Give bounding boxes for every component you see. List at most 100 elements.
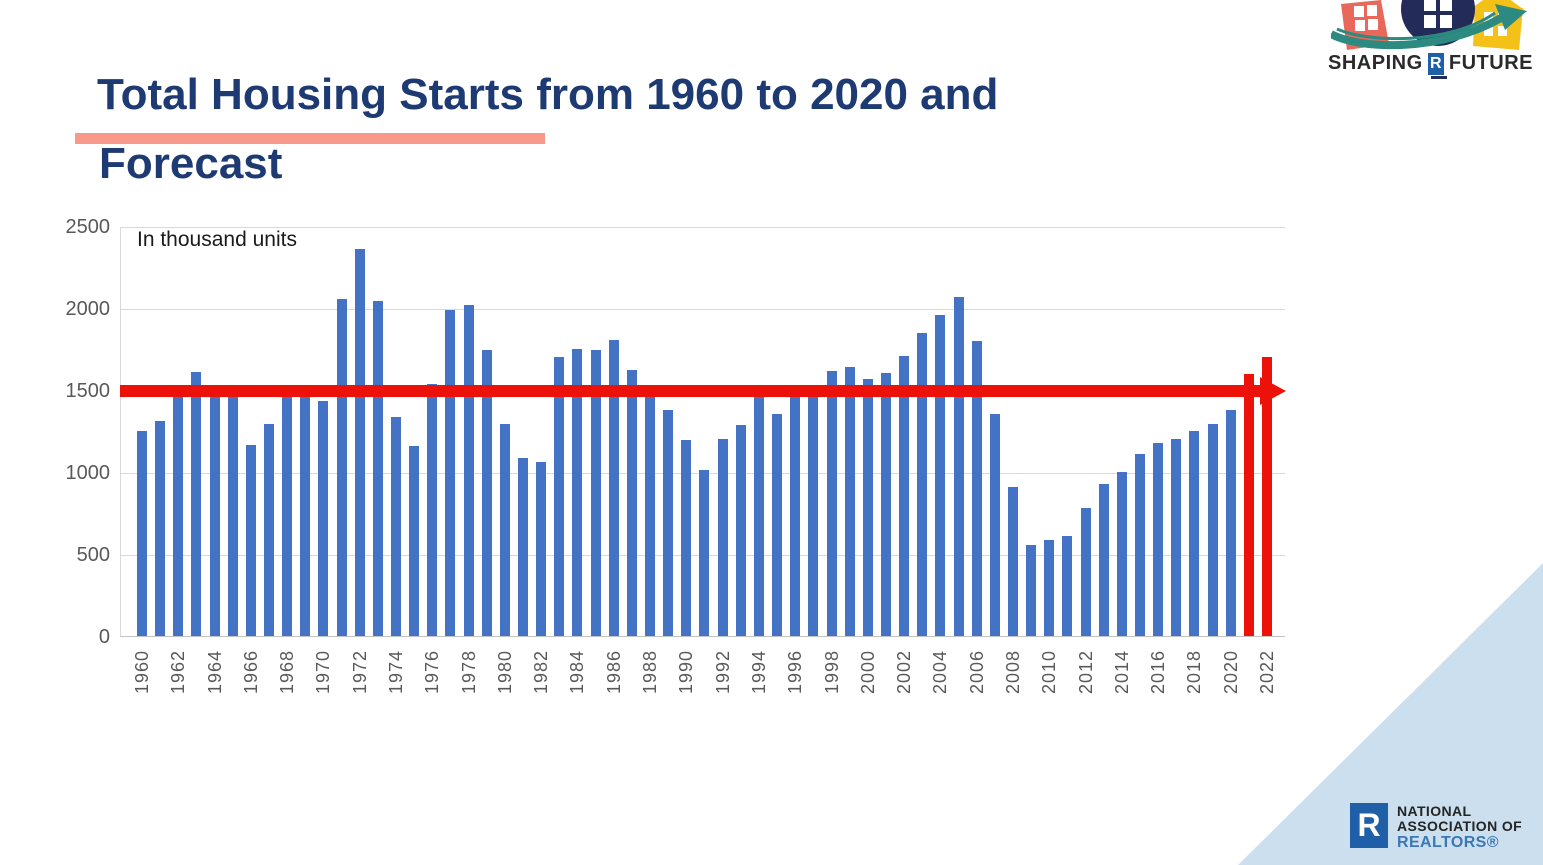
x-tick-label-1986: 1986 xyxy=(603,649,624,695)
bar-2017 xyxy=(1171,438,1182,636)
y-tick-label-1500: 1500 xyxy=(65,380,111,402)
bar-2005 xyxy=(953,296,964,636)
shaping-future-logo: SHAPING R FUTURE xyxy=(1328,0,1533,79)
bar-1968 xyxy=(282,394,293,636)
x-tick-label-1998: 1998 xyxy=(821,649,842,695)
bar-1974 xyxy=(391,416,402,636)
x-tick-label-1960: 1960 xyxy=(132,649,152,695)
bar-1984 xyxy=(572,349,583,636)
x-tick-label-2002: 2002 xyxy=(894,649,915,695)
bar-2000 xyxy=(862,378,873,636)
bar-2022 xyxy=(1261,357,1272,636)
y-tick-label-0: 0 xyxy=(98,626,110,648)
x-axis-baseline xyxy=(120,636,1285,637)
realtor-r-icon: R xyxy=(1427,52,1447,79)
x-tick-label-1976: 1976 xyxy=(422,649,443,695)
x-tick-label-2014: 2014 xyxy=(1111,649,1132,695)
bar-1987 xyxy=(626,370,637,636)
bar-1964 xyxy=(209,385,220,636)
bar-1969 xyxy=(300,395,311,636)
gridline-2000 xyxy=(120,309,1285,310)
bar-2002 xyxy=(899,356,910,636)
bar-2019 xyxy=(1207,424,1218,636)
bar-1981 xyxy=(518,458,529,636)
bar-2018 xyxy=(1189,431,1200,636)
bar-1967 xyxy=(264,424,274,636)
bar-2020 xyxy=(1225,409,1236,636)
bar-1993 xyxy=(735,424,746,636)
bar-1999 xyxy=(844,366,855,636)
shaping-future-logo-art xyxy=(1330,0,1527,50)
shaping-future-logo-text: SHAPING R FUTURE xyxy=(1328,52,1533,79)
x-tick-label-1990: 1990 xyxy=(676,649,697,695)
y-tick-label-2500: 2500 xyxy=(65,216,111,238)
bar-1994 xyxy=(753,397,764,636)
reference-line-arrowhead xyxy=(1260,377,1286,405)
x-tick-label-1968: 1968 xyxy=(277,649,298,695)
y-tick-label-1000: 1000 xyxy=(65,462,111,484)
nar-line-2: ASSOCIATION OF xyxy=(1397,818,1523,834)
nar-line-1: NATIONAL xyxy=(1397,803,1472,819)
bar-2007 xyxy=(989,413,1000,636)
bar-1982 xyxy=(536,461,547,636)
bar-1961 xyxy=(155,420,166,636)
x-tick-label-2010: 2010 xyxy=(1039,649,1060,695)
bar-1995 xyxy=(772,413,783,636)
nar-r-letter: R xyxy=(1357,807,1381,843)
bar-2015 xyxy=(1134,453,1145,636)
x-tick-label-1982: 1982 xyxy=(531,649,552,695)
bar-1965 xyxy=(227,394,238,636)
bar-1986 xyxy=(608,339,619,636)
x-tick-label-1992: 1992 xyxy=(712,649,733,695)
page-title: Total Housing Starts from 1960 to 2020 a… xyxy=(97,70,999,119)
title-underline-bar xyxy=(75,133,545,144)
page-title-line2: Forecast xyxy=(99,139,283,188)
bar-2013 xyxy=(1098,484,1109,636)
x-tick-label-2000: 2000 xyxy=(857,649,878,695)
y-tick-label-500: 500 xyxy=(76,544,110,566)
x-tick-label-2016: 2016 xyxy=(1148,649,1169,695)
bar-1977 xyxy=(445,310,456,636)
bar-1992 xyxy=(717,439,728,636)
bar-1991 xyxy=(699,469,710,636)
x-tick-label-2022: 2022 xyxy=(1256,649,1277,695)
bar-1988 xyxy=(645,391,656,636)
nar-logo: R NATIONAL ASSOCIATION OF REALTORS® xyxy=(1350,803,1522,851)
x-tick-label-1996: 1996 xyxy=(785,649,806,695)
bar-1989 xyxy=(663,410,674,636)
bar-2009 xyxy=(1026,545,1037,636)
bar-1962 xyxy=(173,396,184,636)
x-tick-label-1964: 1964 xyxy=(204,649,225,695)
nar-r-icon: R xyxy=(1350,803,1388,848)
x-tick-label-2006: 2006 xyxy=(966,649,987,695)
x-tick-label-1962: 1962 xyxy=(168,649,189,695)
shaping-word: SHAPING xyxy=(1328,52,1423,74)
x-tick-label-1988: 1988 xyxy=(640,649,661,695)
r-box-tagline-bar xyxy=(1430,75,1447,79)
bar-1970 xyxy=(318,400,329,636)
x-tick-label-1984: 1984 xyxy=(567,649,588,695)
bar-1979 xyxy=(481,349,492,636)
nar-logo-text: NATIONAL ASSOCIATION OF REALTORS® xyxy=(1397,803,1523,852)
bar-1978 xyxy=(463,304,474,636)
bar-2001 xyxy=(880,373,891,636)
bar-1997 xyxy=(808,394,819,636)
bar-1963 xyxy=(191,371,202,636)
bar-1998 xyxy=(826,370,837,636)
y-tick-label-2000: 2000 xyxy=(65,298,111,320)
bar-1960 xyxy=(137,430,147,636)
bar-2021 xyxy=(1243,373,1254,636)
x-tick-label-1972: 1972 xyxy=(349,649,370,695)
bar-2011 xyxy=(1062,536,1073,636)
bar-1975 xyxy=(409,445,420,636)
bar-1976 xyxy=(427,383,438,636)
bar-2016 xyxy=(1153,443,1164,636)
bar-1985 xyxy=(590,350,601,636)
y-axis-labels: 0 500 1000 1500 2000 2500 xyxy=(38,216,111,648)
chart-units-label: In thousand units xyxy=(137,228,297,251)
x-tick-label-2004: 2004 xyxy=(930,649,951,695)
x-tick-label-2012: 2012 xyxy=(1075,649,1096,695)
bar-1980 xyxy=(499,424,510,636)
bar-1973 xyxy=(372,300,383,636)
realtor-r-letter: R xyxy=(1429,54,1442,72)
